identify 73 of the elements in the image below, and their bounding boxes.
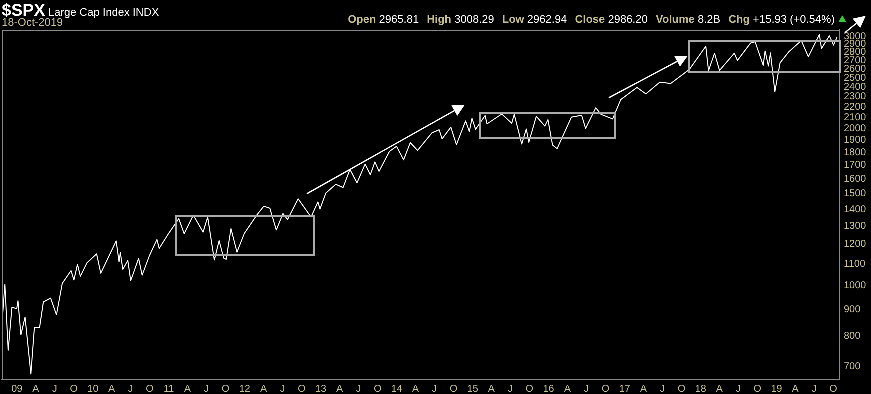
x-tick-label: O [146, 384, 154, 394]
y-tick-label: 2100 [844, 112, 867, 124]
x-tick-label: 15 [467, 384, 479, 394]
x-tick-label: 17 [619, 384, 631, 394]
x-tick-label: 12 [239, 384, 251, 394]
x-tick-label: J [432, 384, 438, 394]
x-tick-label: O [70, 384, 78, 394]
x-tick-label: A [488, 384, 496, 394]
x-tick-label: A [32, 384, 40, 394]
x-tick-label: A [412, 384, 420, 394]
y-tick-label: 1200 [844, 239, 867, 250]
x-tick-label: J [52, 384, 58, 394]
y-tick-label: 2600 [844, 64, 867, 75]
y-tick-label: 2000 [844, 123, 867, 134]
text: Close 2986.20 [575, 14, 648, 26]
x-tick-label: 19 [771, 384, 783, 394]
y-tick-label: 700 [844, 361, 862, 372]
text: Volume 8.2B [656, 14, 721, 26]
x-tick-label: O [298, 384, 306, 394]
x-tick-label: J [204, 384, 210, 394]
x-tick-label: 11 [164, 384, 175, 394]
x-tick-label: A [564, 384, 572, 394]
y-tick-label: 1700 [844, 160, 867, 172]
x-tick-label: J [736, 384, 741, 394]
y-tick-label: 1000 [844, 280, 867, 292]
x-tick-label: J [508, 384, 514, 394]
x-tick-label: O [450, 384, 458, 394]
x-tick-label: A [184, 384, 192, 394]
x-tick-label: A [108, 384, 116, 394]
x-tick-label: A [336, 384, 344, 394]
y-tick-label: 2400 [844, 82, 867, 94]
x-tick-label: J [280, 384, 286, 394]
x-tick-label: 14 [391, 384, 403, 394]
text: High 3008.29 [427, 14, 494, 26]
x-tick-label: O [830, 384, 838, 394]
y-tick-label: 1300 [844, 221, 867, 232]
y-tick-label: 1600 [844, 174, 867, 185]
y-tick-label: 900 [844, 304, 862, 316]
x-tick-label: A [792, 384, 800, 394]
y-tick-label: 1900 [844, 135, 867, 146]
x-tick-label: 10 [88, 384, 100, 394]
x-tick-label: J [356, 384, 362, 394]
x-tick-label: O [678, 384, 686, 394]
x-tick-label: O [526, 384, 534, 394]
y-tick-label: 1800 [844, 147, 867, 158]
x-tick-label: 09 [12, 384, 24, 394]
text: Low 2962.94 [502, 14, 568, 26]
x-tick-label: 13 [315, 384, 328, 394]
text: 18-Oct-2019 [2, 17, 64, 29]
y-tick-label: 2300 [844, 92, 867, 103]
x-tick-label: 16 [543, 384, 555, 394]
x-tick-label: J [812, 384, 817, 394]
x-tick-label: 18 [695, 384, 707, 394]
y-tick-label: 2700 [844, 55, 867, 66]
chart-subtitle: Large Cap Index INDX [48, 7, 160, 19]
x-tick-label: O [602, 384, 610, 394]
y-tick-label: 1100 [844, 258, 866, 270]
text: Chg +15.93 (+0.54%) [728, 14, 835, 26]
y-tick-label: 1400 [844, 204, 867, 216]
x-tick-label: A [260, 384, 268, 394]
y-tick-label: 1500 [844, 188, 867, 200]
y-tick-label: 800 [844, 331, 862, 342]
x-tick-label: J [128, 384, 134, 394]
x-tick-label: O [374, 384, 382, 394]
text: Open 2965.81 [348, 14, 420, 26]
x-tick-label: J [660, 384, 666, 394]
y-tick-label: 2500 [844, 72, 867, 84]
y-tick-label: 2200 [844, 102, 867, 113]
x-tick-label: A [640, 384, 648, 394]
x-tick-label: J [584, 384, 590, 394]
x-tick-label: A [716, 384, 724, 394]
x-tick-label: O [222, 384, 230, 394]
x-tick-label: O [754, 384, 762, 394]
